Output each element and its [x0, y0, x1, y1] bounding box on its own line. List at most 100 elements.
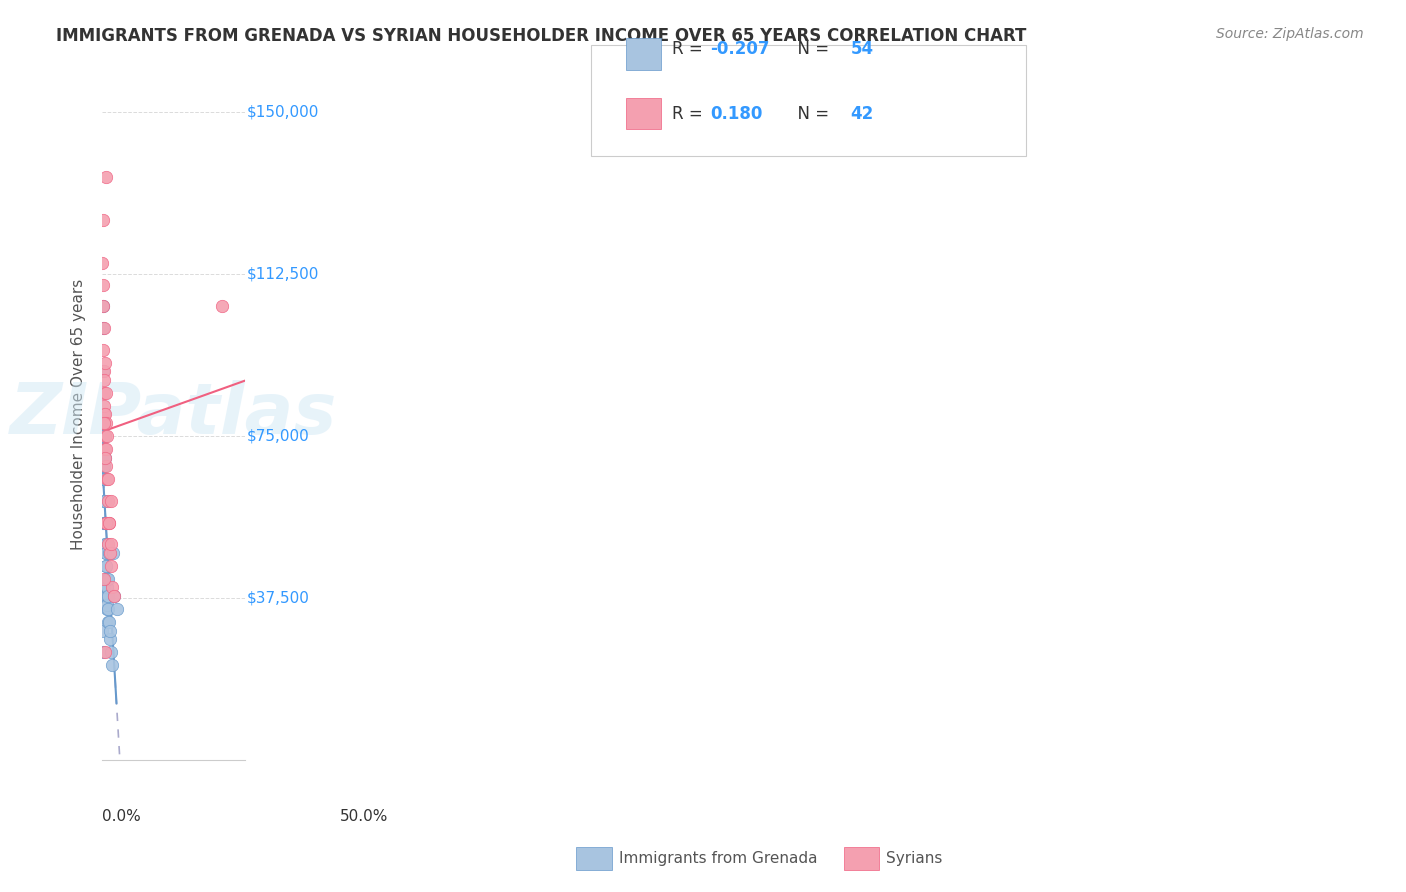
Point [98, 516, 121, 530]
Text: 0.180: 0.180 [710, 105, 762, 123]
Point [93, 321, 115, 335]
Point [94, 516, 117, 530]
Point [94, 572, 117, 586]
Point [93, 472, 115, 486]
Text: IMMIGRANTS FROM GRENADA VS SYRIAN HOUSEHOLDER INCOME OVER 65 YEARS CORRELATION C: IMMIGRANTS FROM GRENADA VS SYRIAN HOUSEH… [56, 27, 1026, 45]
Point [93, 399, 115, 413]
Point [97, 615, 120, 629]
Point [103, 589, 125, 603]
Text: 50.0%: 50.0% [340, 809, 388, 824]
Point [93, 343, 115, 357]
Point [91, 516, 114, 530]
Point [93, 450, 115, 465]
Point [96, 516, 118, 530]
Text: R =: R = [672, 105, 709, 123]
Point [91, 18, 114, 32]
Point [93, 442, 115, 456]
Point [93, 416, 115, 430]
Point [96, 546, 118, 560]
Point [94, 589, 117, 603]
Point [97, 572, 120, 586]
Point [96, 572, 118, 586]
Text: 42: 42 [851, 105, 875, 123]
Point [93, 373, 115, 387]
Point [91, 459, 114, 474]
Point [94, 537, 117, 551]
Point [94, 450, 117, 465]
Point [91, 277, 114, 292]
Point [93, 408, 115, 422]
Point [100, 558, 122, 573]
Point [97, 546, 120, 560]
Point [97, 537, 120, 551]
Point [91, 299, 114, 313]
Point [93, 408, 115, 422]
Point [91, 645, 114, 659]
Point [97, 472, 120, 486]
Point [100, 658, 122, 673]
Point [91, 212, 114, 227]
Point [105, 602, 128, 616]
Point [93, 385, 115, 400]
Point [94, 169, 117, 184]
Text: -0.207: -0.207 [710, 40, 769, 58]
Point [93, 408, 115, 422]
Point [96, 516, 118, 530]
Point [96, 459, 118, 474]
Point [96, 442, 118, 456]
Point [211, 299, 233, 313]
Point [93, 416, 115, 430]
Point [100, 645, 122, 659]
Point [94, 450, 117, 465]
Point [93, 299, 115, 313]
Point [100, 494, 122, 508]
Text: N =: N = [787, 105, 835, 123]
Point [96, 602, 118, 616]
Text: R =: R = [672, 40, 709, 58]
Text: $75,000: $75,000 [246, 428, 309, 443]
Point [93, 321, 115, 335]
Point [97, 589, 120, 603]
Point [94, 558, 117, 573]
Point [96, 581, 118, 595]
Text: Source: ZipAtlas.com: Source: ZipAtlas.com [1216, 27, 1364, 41]
Point [93, 416, 115, 430]
Point [96, 558, 118, 573]
Y-axis label: Householder Income Over 65 years: Householder Income Over 65 years [72, 279, 86, 550]
Point [96, 472, 118, 486]
Point [91, 429, 114, 443]
Point [93, 572, 115, 586]
Text: $37,500: $37,500 [246, 591, 309, 606]
Point [94, 645, 117, 659]
Point [94, 516, 117, 530]
Point [98, 632, 121, 647]
Point [93, 364, 115, 378]
Point [96, 537, 118, 551]
Point [98, 624, 121, 638]
Point [98, 546, 121, 560]
Text: N =: N = [787, 40, 835, 58]
Point [94, 408, 117, 422]
Point [91, 581, 114, 595]
Point [98, 516, 121, 530]
Point [101, 546, 124, 560]
Text: 0.0%: 0.0% [103, 809, 141, 824]
Point [93, 429, 115, 443]
Point [94, 546, 117, 560]
Point [101, 581, 124, 595]
Point [96, 598, 118, 612]
Point [94, 494, 117, 508]
Point [96, 589, 118, 603]
Text: ZIPatlas: ZIPatlas [10, 380, 337, 449]
Point [94, 416, 117, 430]
Point [94, 429, 117, 443]
Text: $150,000: $150,000 [246, 104, 319, 120]
Point [103, 589, 125, 603]
Point [96, 429, 118, 443]
Point [93, 442, 115, 456]
Point [100, 537, 122, 551]
Point [94, 442, 117, 456]
Text: Syrians: Syrians [886, 852, 942, 866]
Point [93, 494, 115, 508]
Point [91, 256, 114, 270]
